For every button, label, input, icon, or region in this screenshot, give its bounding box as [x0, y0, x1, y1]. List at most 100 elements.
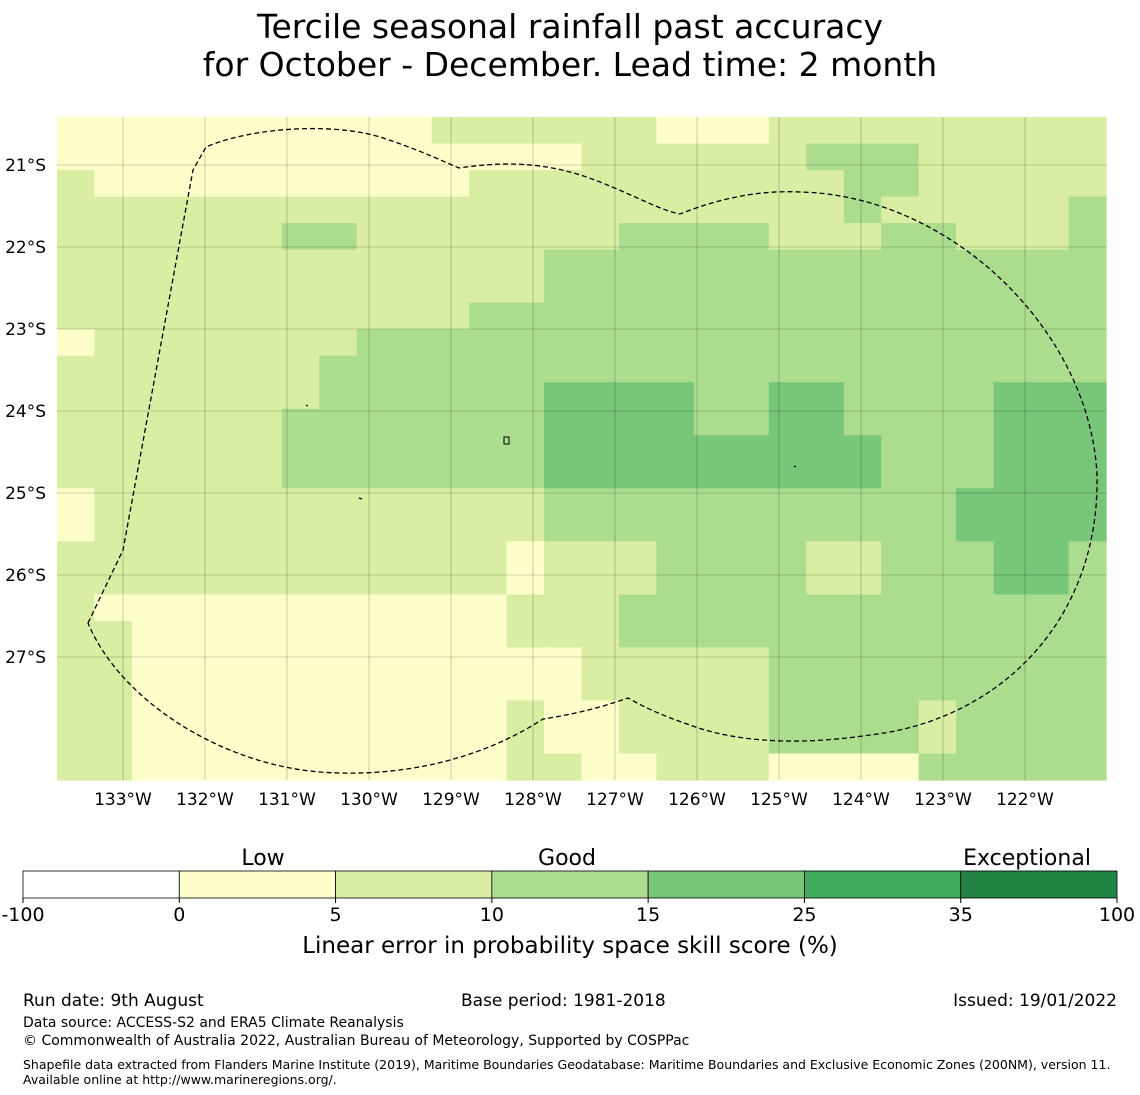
- map-cell: [319, 541, 358, 569]
- map-cell: [544, 647, 583, 675]
- map-cell: [918, 594, 957, 622]
- map-cell: [918, 435, 957, 463]
- map-cell: [618, 594, 658, 622]
- map-cell: [169, 223, 208, 251]
- map-cell: [918, 541, 957, 569]
- map-cell: [731, 647, 770, 675]
- map-cell: [319, 355, 358, 383]
- island-marker: [305, 404, 309, 407]
- map-cell: [281, 488, 320, 516]
- map-cell: [356, 567, 395, 595]
- map-cell: [506, 594, 545, 622]
- map-cell: [1068, 117, 1107, 145]
- map-cell: [1031, 249, 1070, 277]
- map-cell: [656, 647, 695, 675]
- colorbar-segment: [647, 870, 805, 899]
- map-cell: [57, 541, 96, 569]
- map-cell: [169, 196, 208, 224]
- map-cell: [394, 249, 433, 277]
- map-cell: [768, 700, 807, 728]
- colorbar-segments: [22, 870, 1118, 899]
- map-cell: [956, 673, 995, 702]
- map-cell: [581, 117, 620, 145]
- map-cell: [1068, 170, 1107, 198]
- map-cell: [244, 170, 283, 198]
- map-cell: [506, 223, 545, 251]
- map-cell: [693, 196, 732, 224]
- map-cell: [431, 382, 470, 410]
- map-cell: [94, 620, 133, 648]
- map-cell: [94, 249, 133, 277]
- map-cell: [1068, 726, 1107, 755]
- map-cell: [394, 355, 433, 383]
- map-cell-grid: [57, 117, 1107, 781]
- map-cell: [469, 249, 508, 277]
- lat-label: 26°S: [5, 566, 46, 586]
- map-cell: [506, 329, 545, 357]
- map-cell: [544, 541, 583, 569]
- map-cell: [806, 223, 845, 251]
- map-cell: [806, 647, 845, 675]
- map-cell: [618, 435, 658, 463]
- map-cell: [319, 594, 358, 622]
- map-cell: [581, 143, 620, 171]
- map-cell: [394, 461, 433, 489]
- map-cell: [281, 302, 320, 330]
- longitude-labels: 133°W 132°W 131°W 130°W 129°W 128°W 127°W 126°W…: [94, 790, 1054, 810]
- map-cell: [469, 170, 508, 198]
- map-cell: [244, 408, 283, 436]
- map-cell: [544, 382, 583, 410]
- map-cell: [956, 223, 995, 251]
- map-cell: [993, 117, 1032, 145]
- colorbar-tick-label: -100: [1, 904, 44, 926]
- map-cell: [618, 567, 658, 595]
- map-cell: [57, 143, 96, 171]
- map-cell: [881, 302, 920, 330]
- map-cell: [544, 488, 583, 516]
- map-cell: [618, 541, 658, 569]
- base-period: Base period: 1981-2018: [461, 991, 666, 1011]
- map-cell: [693, 143, 732, 171]
- map-cell: [918, 753, 957, 781]
- map-cell: [843, 382, 882, 410]
- map-cell: [806, 567, 845, 595]
- map-cell: [693, 514, 732, 542]
- map-cell: [993, 276, 1032, 304]
- map-cell: [656, 170, 695, 198]
- map-cell: [506, 514, 545, 542]
- map-cell: [881, 461, 920, 489]
- map-cell: [169, 355, 208, 383]
- map-cell: [956, 276, 995, 304]
- map-cell: [581, 541, 620, 569]
- map-cell: [244, 541, 283, 569]
- lon-label: 132°W: [176, 790, 234, 810]
- map-cell: [206, 355, 245, 383]
- map-cell: [618, 302, 658, 330]
- map-cell: [57, 355, 96, 383]
- map-cell: [244, 143, 283, 171]
- map-cell: [731, 117, 770, 145]
- map-cell: [544, 223, 583, 251]
- map-cell: [544, 170, 583, 198]
- map-cell: [731, 541, 770, 569]
- map-cell: [206, 143, 245, 171]
- map-cell: [394, 170, 433, 198]
- map-cell: [731, 302, 770, 330]
- map-cell: [843, 541, 882, 569]
- map-cell: [319, 620, 358, 648]
- map-cell: [431, 196, 470, 224]
- map-cell: [244, 488, 283, 516]
- map-cell: [319, 700, 358, 728]
- map-cell: [356, 620, 395, 648]
- map-cell: [506, 726, 545, 755]
- map-cell: [94, 541, 133, 569]
- map-cell: [506, 753, 545, 781]
- map-cell: [581, 223, 620, 251]
- shapefile-attribution: Shapefile data extracted from Flanders M…: [23, 1057, 1111, 1087]
- map-cell: [618, 726, 658, 755]
- map-cell: [356, 753, 395, 781]
- map-cell: [843, 249, 882, 277]
- map-cell: [206, 461, 245, 489]
- map-cell: [431, 223, 470, 251]
- colorbar-tick-label: 10: [480, 904, 504, 926]
